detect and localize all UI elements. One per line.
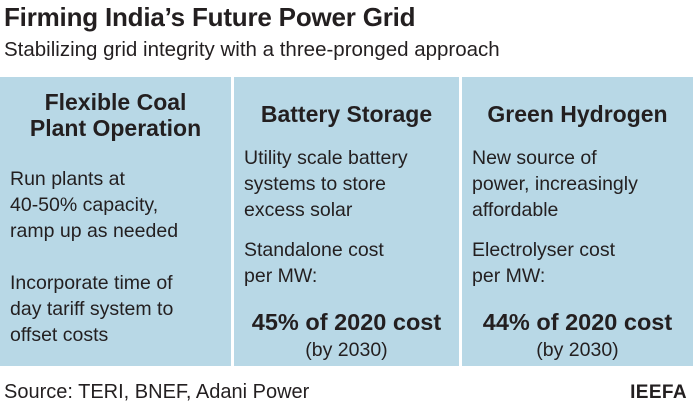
- page-subtitle: Stabilizing grid integrity with a three-…: [4, 38, 500, 61]
- column-green-hydrogen: Green Hydrogen New source of power, incr…: [462, 77, 693, 366]
- column-heading: Battery Storage: [260, 101, 433, 127]
- page-title: Firming India’s Future Power Grid: [4, 2, 416, 32]
- cost-highlight: 45% of 2020 cost: [251, 309, 442, 335]
- cost-note: (by 2030): [536, 339, 619, 361]
- cost-highlight: 44% of 2020 cost: [482, 309, 673, 335]
- brand-logo: IEEFA: [630, 382, 687, 403]
- column-text: Incorporate time of day tariff system to…: [10, 272, 174, 346]
- source-credit: Source: TERI, BNEF, Adani Power: [4, 381, 310, 403]
- column-text: Standalone cost per MW:: [244, 239, 384, 287]
- column-battery-storage: Battery Storage Utility scale battery sy…: [234, 77, 459, 366]
- column-text: New source of power, increasingly afford…: [472, 147, 638, 221]
- column-heading: Green Hydrogen: [487, 101, 668, 127]
- cost-note: (by 2030): [305, 339, 388, 361]
- column-flexible-coal: Flexible Coal Plant Operation Run plants…: [0, 77, 231, 366]
- column-text: Run plants at 40-50% capacity, ramp up a…: [10, 168, 179, 242]
- column-heading: Flexible Coal Plant Operation: [29, 89, 202, 141]
- column-text: Utility scale battery systems to store e…: [244, 147, 408, 221]
- column-text: Electrolyser cost per MW:: [472, 239, 616, 287]
